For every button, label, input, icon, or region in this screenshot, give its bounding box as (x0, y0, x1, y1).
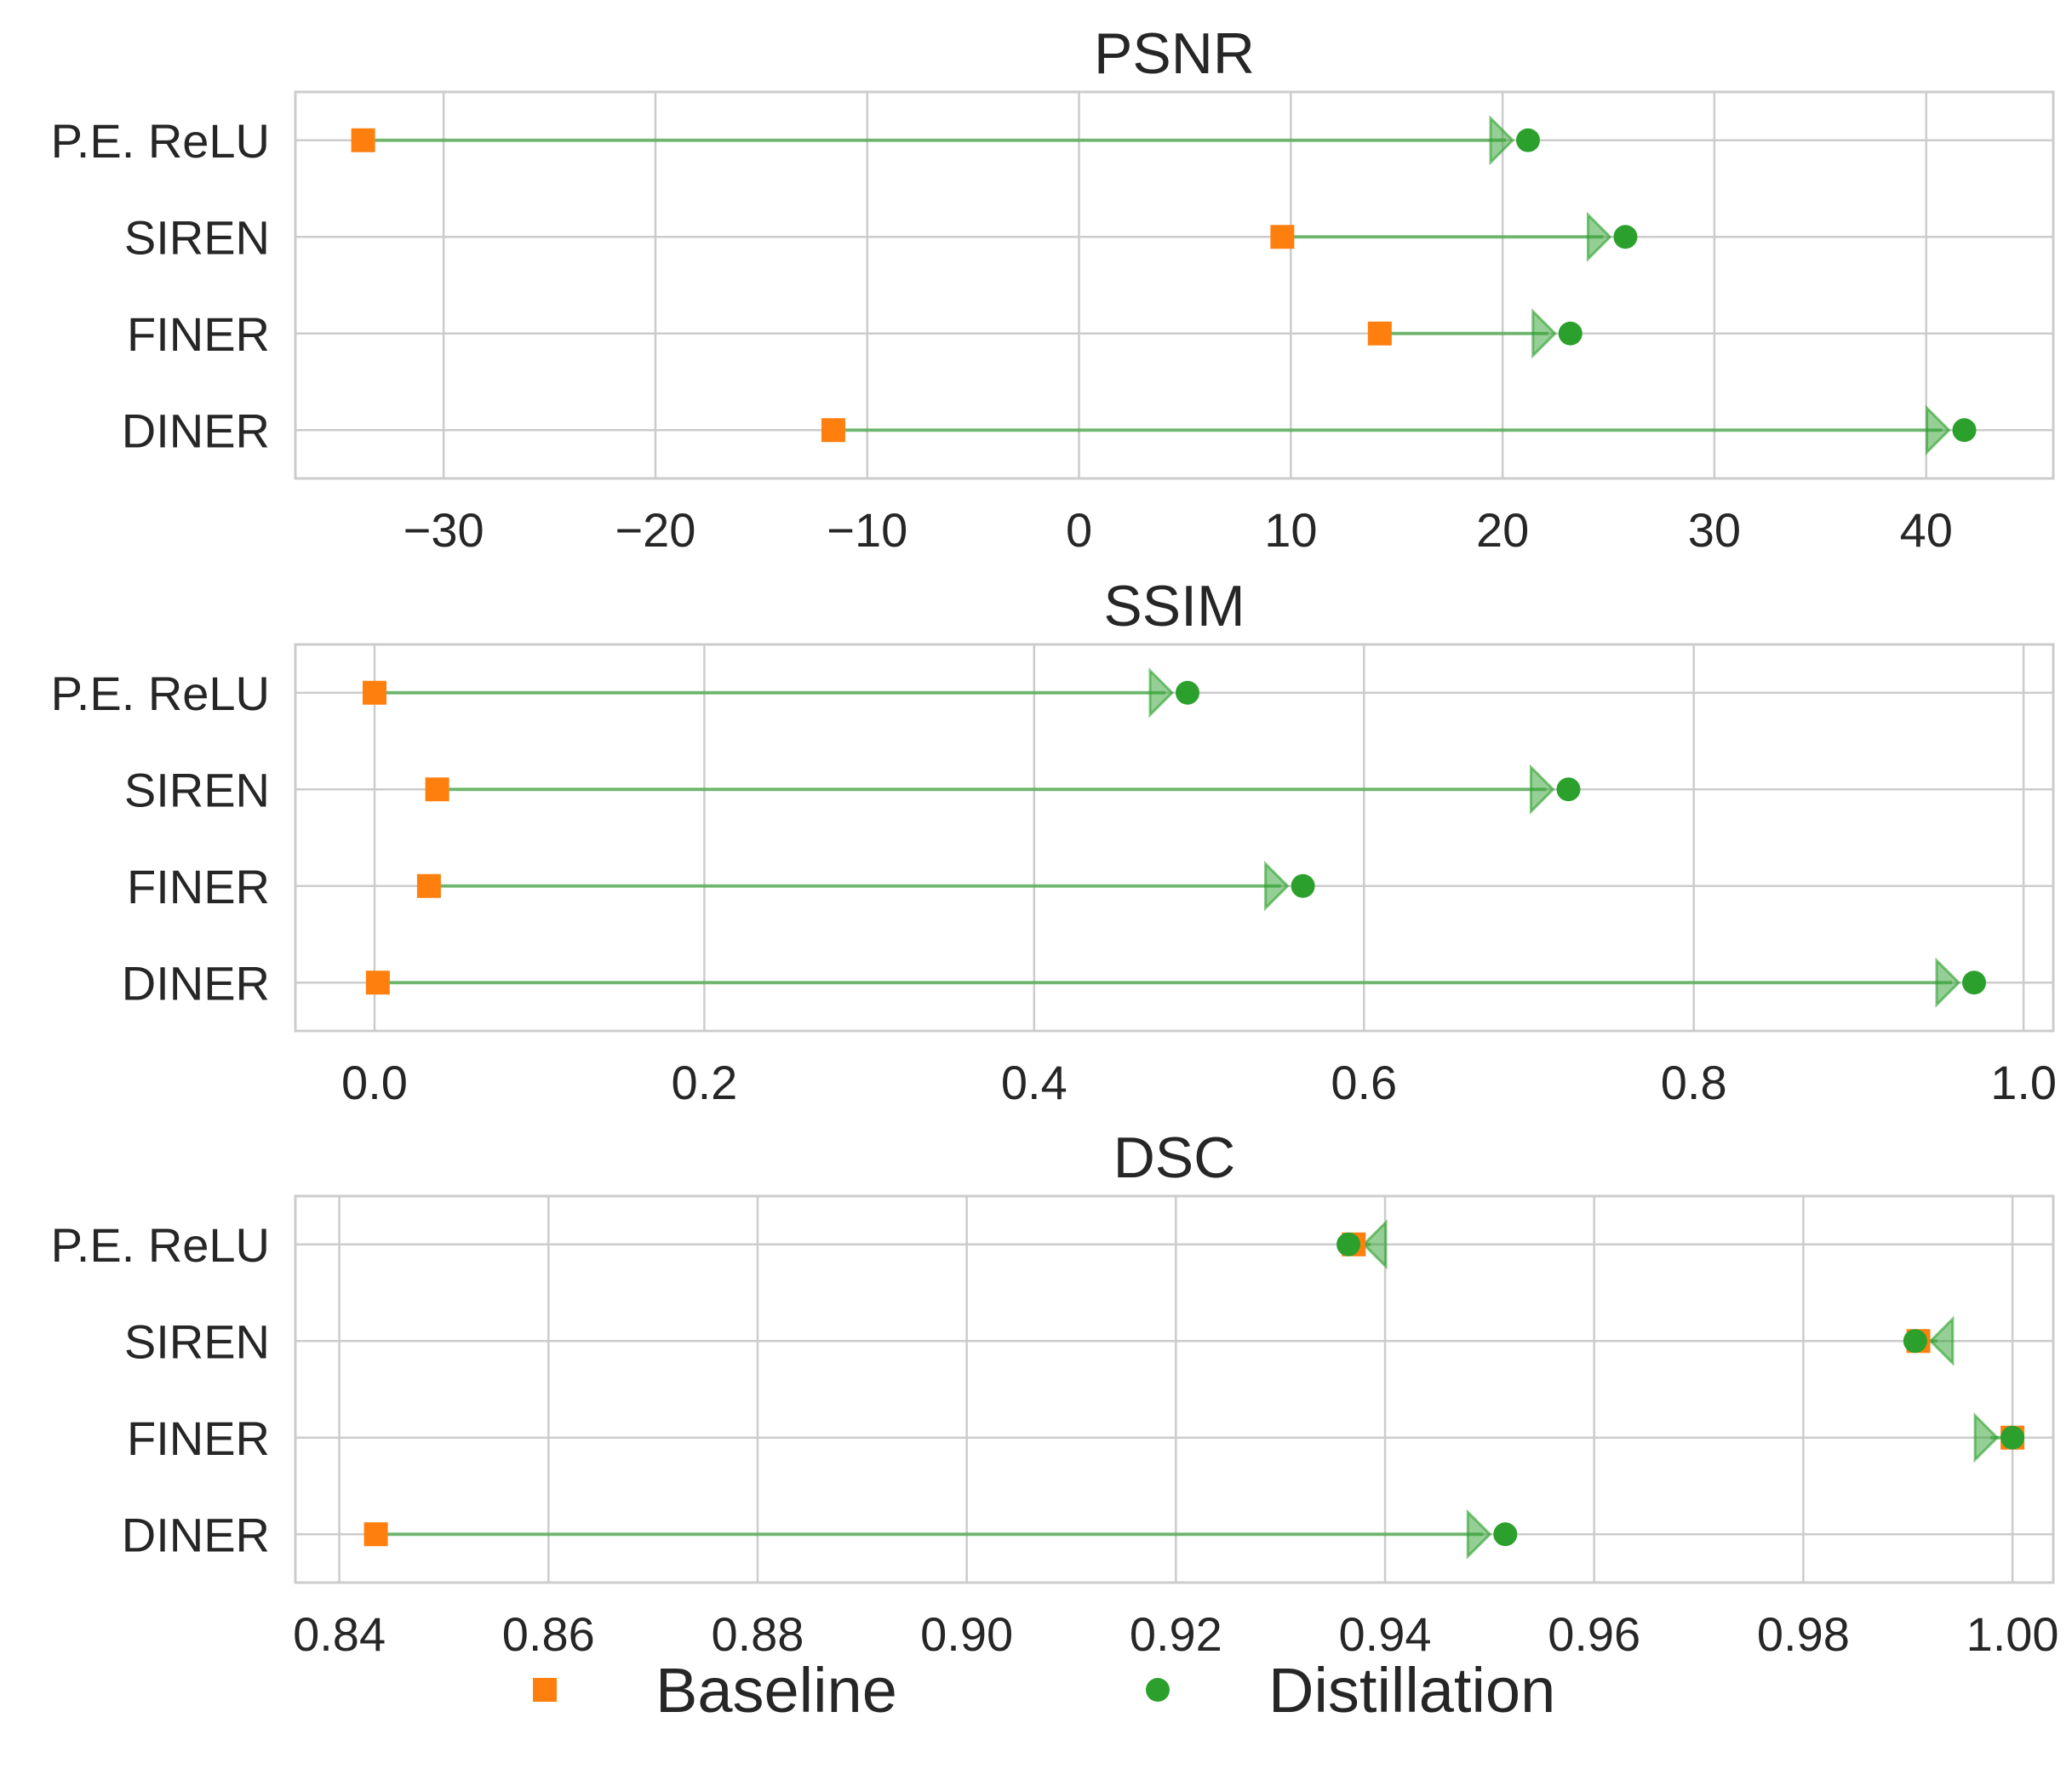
x-tick-label: 0.92 (1130, 1607, 1222, 1661)
y-category-label: P.E. ReLU (51, 667, 270, 720)
x-tick-label: 0.0 (341, 1056, 408, 1109)
x-tick-label: −30 (404, 503, 484, 557)
x-tick-label: 20 (1476, 503, 1529, 557)
subplot-title: SSIM (1103, 574, 1245, 638)
distillation-point (1962, 970, 1987, 995)
x-tick-label: 0.4 (1001, 1056, 1067, 1109)
distillation-point (1493, 1522, 1518, 1547)
arrowhead-marker (1148, 667, 1175, 719)
y-category-label: P.E. ReLU (51, 1218, 270, 1272)
arrowhead-marker (1586, 211, 1612, 262)
arrowhead-marker (1531, 308, 1557, 359)
legend-square-marker (533, 1678, 557, 1702)
subplot-ssim: 0.0 0.2 0.4 0.6 0.8 1.0 P.E. ReLU SIREN FINER DIN… (51, 574, 2057, 1109)
baseline-point (362, 680, 386, 705)
subplot-title: PSNR (1094, 21, 1255, 86)
distillation-point (1952, 418, 1977, 443)
y-category-label: FINER (127, 860, 270, 913)
baseline-point (1270, 225, 1295, 249)
x-tick-label: 0.8 (1661, 1056, 1727, 1109)
y-category-label: FINER (127, 307, 270, 361)
arrowhead-marker (1973, 1412, 2000, 1463)
arrowhead-marker (1489, 115, 1515, 166)
x-tick-label: 0.98 (1757, 1607, 1850, 1661)
subplot-dsc: 0.84 0.86 0.88 0.90 0.92 0.94 0.96 0.98 1.00 P.E.… (51, 1125, 2059, 1661)
y-category-label: P.E. ReLU (51, 114, 270, 168)
baseline-point (1367, 321, 1392, 346)
distillation-point (2000, 1425, 2025, 1450)
baseline-point (365, 970, 390, 995)
distillation-point (1558, 321, 1583, 346)
arrowhead-marker (1466, 1509, 1492, 1560)
arrowhead-marker (1361, 1219, 1388, 1270)
y-category-label: FINER (127, 1411, 270, 1465)
x-tick-label: −20 (615, 503, 695, 557)
legend-label-baseline: Baseline (655, 1654, 897, 1726)
arrowhead-marker (1928, 1315, 1955, 1366)
subplot-psnr: −30 −20 −10 0 10 20 30 40 P.E. ReLU SIREN FINER DIN… (51, 21, 2055, 557)
x-tick-label: 0.84 (293, 1607, 386, 1661)
y-category-label: SIREN (124, 763, 270, 816)
distillation-point (1175, 680, 1199, 705)
baseline-point (425, 777, 449, 802)
subplot-title: DSC (1113, 1125, 1236, 1190)
distillation-point (1515, 128, 1540, 152)
x-tick-label: −10 (827, 503, 907, 557)
x-tick-label: 40 (1900, 503, 1953, 557)
x-tick-label: 0.86 (502, 1607, 595, 1661)
baseline-point (363, 1522, 388, 1547)
distillation-point (1556, 777, 1581, 802)
legend-item-baseline: Baseline (528, 1647, 897, 1732)
x-tick-label: 30 (1688, 503, 1741, 557)
y-category-label: DINER (122, 1508, 270, 1561)
distillation-point (1613, 225, 1638, 249)
x-tick-label: 0.96 (1548, 1607, 1640, 1661)
distillation-point (1291, 873, 1315, 898)
y-category-label: DINER (122, 404, 270, 457)
x-tick-label: 0.6 (1331, 1056, 1397, 1109)
x-tick-label: 0.2 (671, 1056, 737, 1109)
legend-item-distillation: Distillation (1141, 1647, 1555, 1732)
y-category-label: SIREN (124, 1314, 270, 1368)
baseline-point (351, 128, 375, 152)
x-tick-label: 10 (1264, 503, 1317, 557)
x-tick-label: 0.94 (1339, 1607, 1432, 1661)
y-category-label: SIREN (124, 210, 270, 264)
baseline-point (416, 873, 441, 898)
y-category-label: DINER (122, 956, 270, 1010)
arrowhead-marker (1264, 861, 1290, 912)
chart-legend: Baseline Distillation (0, 1647, 2072, 1732)
distillation-point (1903, 1329, 1927, 1354)
baseline-point (821, 418, 845, 443)
axes-frame (294, 90, 2055, 480)
legend-circle-marker (1146, 1678, 1170, 1702)
legend-label-distillation: Distillation (1268, 1654, 1556, 1726)
x-tick-label: 0.88 (711, 1607, 804, 1661)
distillation-point (1336, 1232, 1361, 1257)
axes-frame (294, 643, 2055, 1033)
x-tick-label: 0 (1066, 503, 1092, 557)
arrowhead-marker (1529, 764, 1555, 815)
x-tick-label: 0.90 (920, 1607, 1013, 1661)
x-tick-label: 1.00 (1966, 1607, 2059, 1661)
arrowhead-marker (1935, 957, 1961, 1008)
axes-frame (294, 1194, 2055, 1584)
arrowhead-marker (1926, 404, 1951, 455)
x-tick-label: 1.0 (1990, 1056, 2057, 1109)
